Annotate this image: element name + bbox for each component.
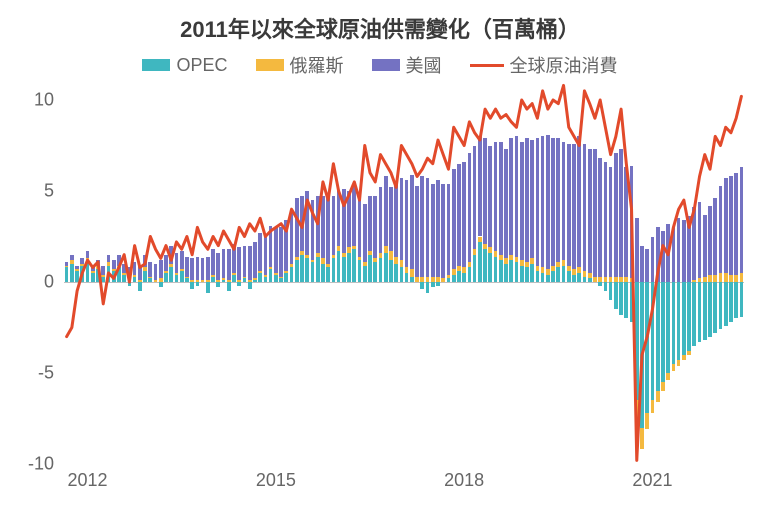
legend-swatch [372,59,400,71]
y-tick-label: -5 [38,363,64,384]
legend-swatch [256,59,284,71]
legend-swatch [142,59,170,71]
y-tick-label: 0 [44,272,64,293]
y-tick-label: 10 [34,90,64,111]
x-tick-label: 2018 [444,464,484,491]
x-tick-label: 2012 [68,464,108,491]
legend-label: 俄羅斯 [290,52,344,78]
chart-legend: OPEC 俄羅斯 美國 全球原油消費 [0,52,760,78]
legend-item-usa: 美國 [372,52,442,78]
legend-item-russia: 俄羅斯 [256,52,344,78]
oil-supply-demand-chart: 2011年以來全球原油供需變化（百萬桶） OPEC 俄羅斯 美國 全球原油消費 -10… [0,0,760,512]
legend-label: 全球原油消費 [510,52,618,78]
plot-area: -10-50510 2012201520182021 [64,100,744,464]
legend-label: 美國 [406,52,442,78]
legend-label: OPEC [176,55,227,76]
y-tick-label: 5 [44,181,64,202]
legend-item-demand: 全球原油消費 [470,52,618,78]
y-tick-label: -10 [28,454,64,475]
x-tick-label: 2015 [256,464,296,491]
demand-line [67,85,742,460]
legend-item-opec: OPEC [142,55,227,76]
x-tick-label: 2021 [632,464,672,491]
chart-title: 2011年以來全球原油供需變化（百萬桶） [0,12,760,44]
legend-line-swatch [470,64,504,67]
line-layer [64,100,744,464]
